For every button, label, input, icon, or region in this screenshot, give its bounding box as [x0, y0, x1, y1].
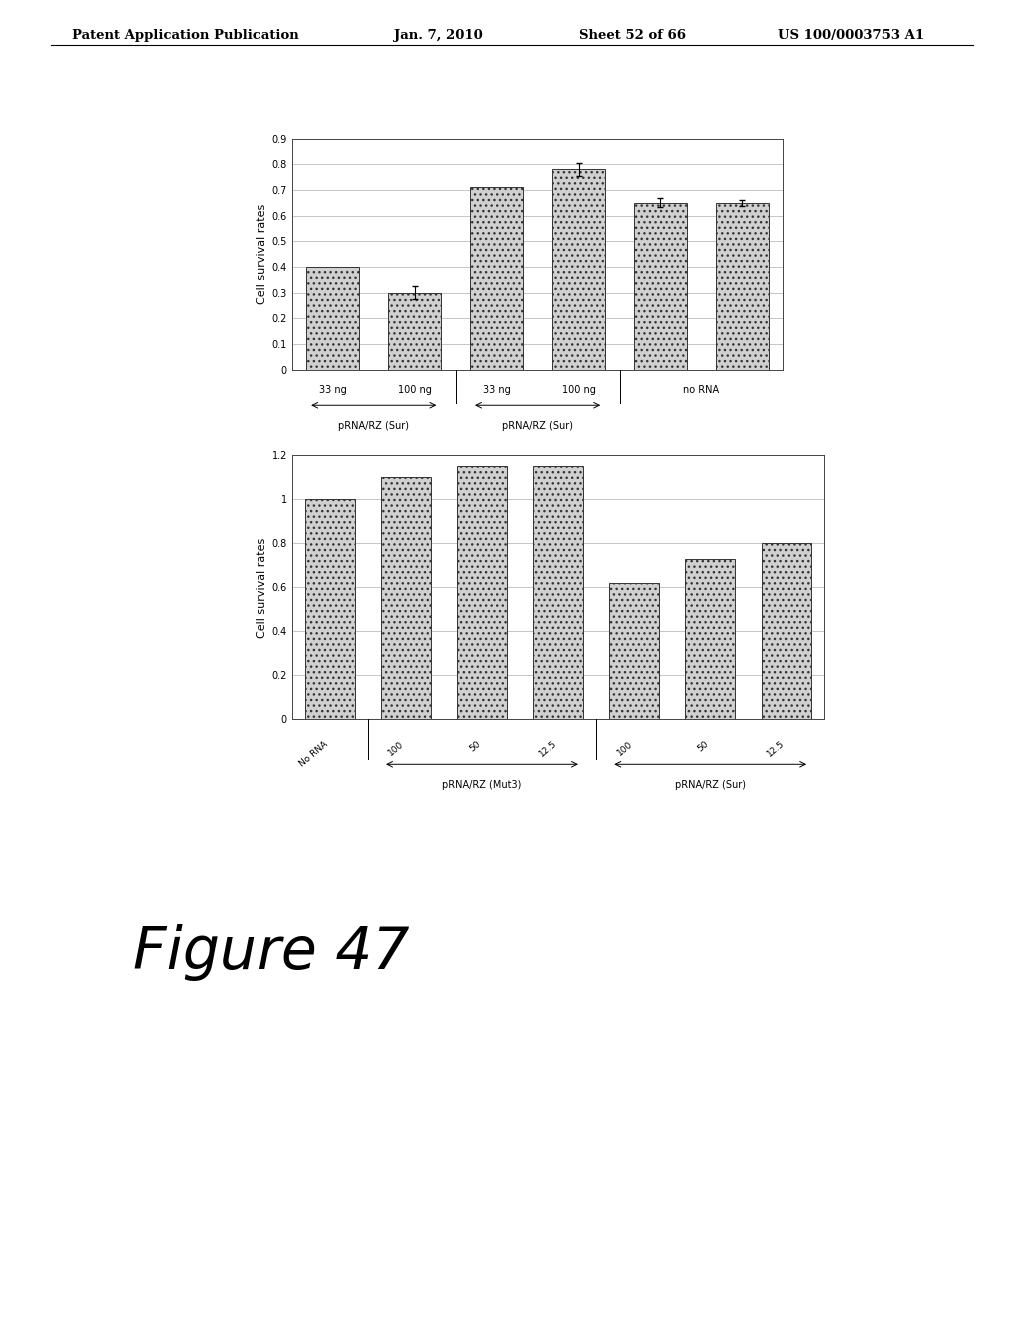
Bar [305, 499, 354, 719]
Y-axis label: Cell survival rates: Cell survival rates [257, 205, 267, 304]
Bar [716, 203, 769, 370]
Bar [685, 558, 735, 719]
Y-axis label: Cell survival rates: Cell survival rates [257, 537, 267, 638]
Bar [762, 544, 811, 719]
Text: 100 ng: 100 ng [397, 385, 432, 396]
Bar [470, 187, 523, 370]
Bar [388, 293, 441, 370]
Text: Jan. 7, 2010: Jan. 7, 2010 [394, 29, 483, 42]
Text: pRNA/RZ (Sur): pRNA/RZ (Sur) [502, 421, 573, 432]
Text: 33 ng: 33 ng [318, 385, 347, 396]
Bar [306, 267, 359, 370]
Text: pRNA/RZ (Sur): pRNA/RZ (Sur) [338, 421, 410, 432]
Text: pRNA/RZ (Mut3): pRNA/RZ (Mut3) [442, 780, 521, 791]
Text: 33 ng: 33 ng [482, 385, 511, 396]
Text: 12.5: 12.5 [765, 739, 786, 759]
Text: pRNA/RZ (Sur): pRNA/RZ (Sur) [675, 780, 745, 791]
Text: 50: 50 [695, 739, 711, 754]
Text: 100 ng: 100 ng [561, 385, 596, 396]
Text: No RNA: No RNA [298, 739, 330, 768]
Text: Patent Application Publication: Patent Application Publication [72, 29, 298, 42]
Text: Figure 47: Figure 47 [133, 924, 410, 981]
Text: US 100/0003753 A1: US 100/0003753 A1 [778, 29, 925, 42]
Bar [534, 466, 583, 719]
Bar [458, 466, 507, 719]
Bar [381, 478, 431, 719]
Bar [634, 203, 687, 370]
Text: no RNA: no RNA [683, 385, 720, 396]
Bar [552, 169, 605, 370]
Text: 12.5: 12.5 [537, 739, 558, 759]
Text: Sheet 52 of 66: Sheet 52 of 66 [579, 29, 685, 42]
Text: 100: 100 [387, 739, 406, 758]
Text: 100: 100 [615, 739, 634, 758]
Text: 50: 50 [467, 739, 482, 754]
Bar [609, 583, 658, 719]
